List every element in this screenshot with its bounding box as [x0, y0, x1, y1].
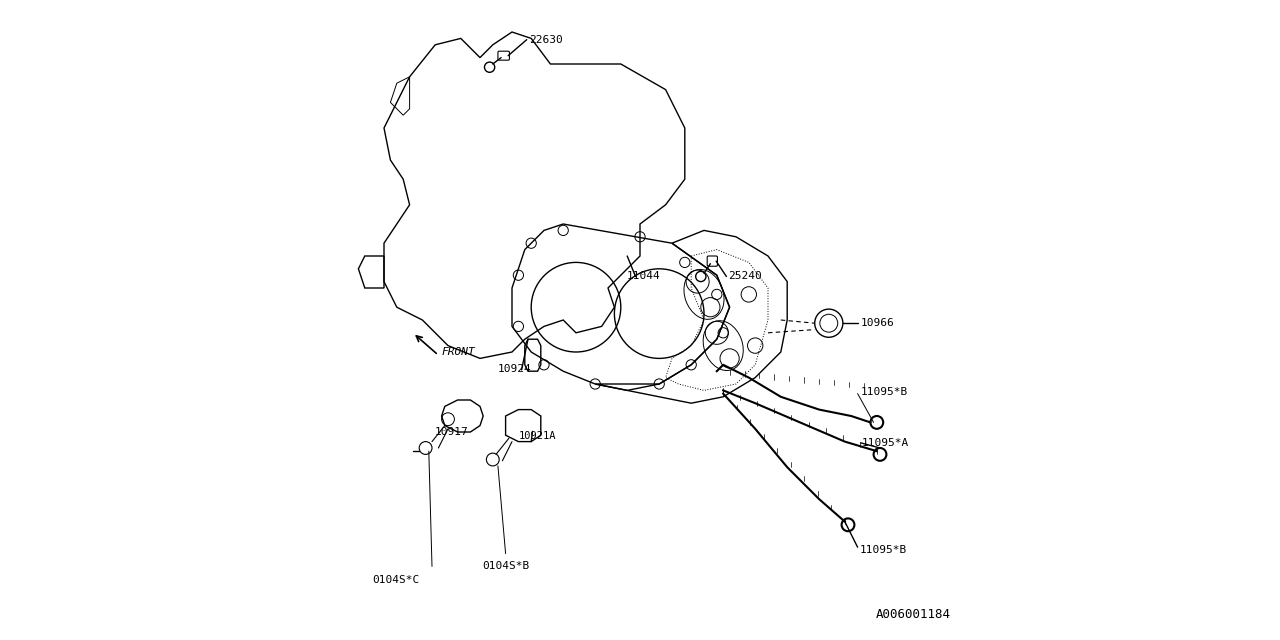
Text: 11095*B: 11095*B: [860, 387, 908, 397]
Text: A006001184: A006001184: [876, 608, 950, 621]
Text: 10966: 10966: [860, 318, 895, 328]
Text: FRONT: FRONT: [442, 347, 475, 357]
Text: 11095*A: 11095*A: [863, 438, 909, 448]
Text: 11095*B: 11095*B: [860, 545, 906, 556]
Text: 22630: 22630: [529, 35, 562, 45]
Text: 25240: 25240: [728, 271, 762, 282]
Text: 10921A: 10921A: [518, 431, 556, 442]
Text: 10917: 10917: [435, 427, 468, 437]
Text: 11044: 11044: [627, 271, 660, 282]
Text: 0104S*B: 0104S*B: [483, 561, 529, 572]
Text: 0104S*C: 0104S*C: [372, 575, 420, 586]
Text: 10924: 10924: [498, 364, 531, 374]
